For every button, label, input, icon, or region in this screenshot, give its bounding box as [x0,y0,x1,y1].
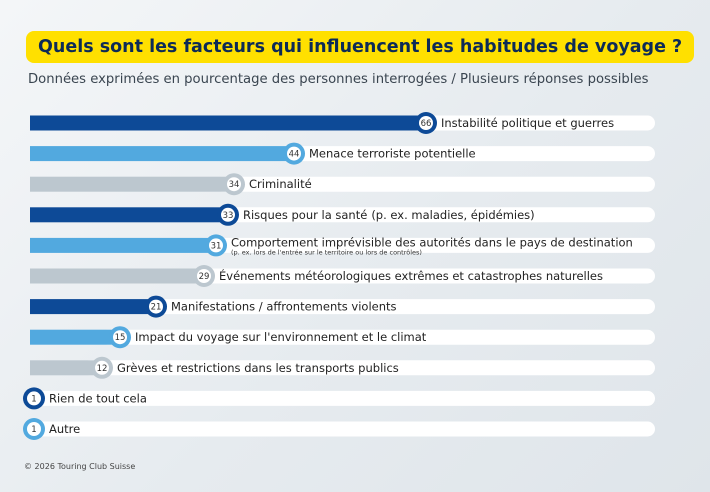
bar [30,329,120,345]
category-label: Rien de tout cela [49,391,147,405]
value-bubble [95,360,109,375]
category-label: Autre [49,422,80,436]
value-bubble [221,207,235,222]
bar [30,268,204,284]
value-bubble [149,299,163,314]
category-label: Manifestations / affrontements violents [171,300,397,314]
bar [30,207,228,223]
value-bubble [113,330,127,345]
bar-track [208,207,655,223]
data-label: 21 [151,303,162,313]
category-note: (p. ex. maladies, épidémies) [371,208,534,222]
bar-track [26,390,655,406]
bar-track [406,115,655,131]
bar [30,360,102,376]
bar [30,115,426,131]
value-bubble [27,391,41,406]
bar-track [26,421,655,437]
category-note: (p. ex. lors de l'entrée sur le territoi… [231,248,422,256]
value-bubble [419,116,433,130]
category-label: Criminalité [249,177,312,191]
value-bubble [197,269,211,283]
bar-track [184,268,655,284]
bar-track [136,299,655,315]
data-label: 29 [199,272,210,282]
category-label: Menace terroriste potentielle [309,147,476,161]
chart-title: Quels sont les facteurs qui influencent … [26,31,695,63]
data-label: 31 [211,241,222,251]
data-label: 12 [97,364,108,374]
data-label: 15 [115,333,126,343]
data-label: 44 [289,150,300,160]
category-label: Risques pour la santé (p. ex. maladies, é… [243,208,535,222]
copyright-notice: © 2026 Touring Club Suisse [24,462,136,471]
value-bubble [209,238,223,253]
data-label: 34 [229,180,240,190]
bar-track [100,329,655,345]
bar [30,237,216,253]
bar-track [82,360,655,376]
bar [30,176,234,192]
category-label: Instabilité politique et guerres [441,116,614,130]
category-label: Impact du voyage sur l'environnement et … [135,330,427,344]
bar [30,299,156,315]
value-bubble [287,146,301,161]
bar-track [274,146,655,162]
category-label: Événements météorologiques extrêmes et c… [219,268,603,283]
category-label: Grèves et restrictions dans les transpor… [117,361,399,375]
bar-track [214,176,655,192]
category-label: Comportement imprévisible des autorités … [231,235,633,249]
chart-subtitle: Données exprimées en pourcentage des per… [28,72,649,87]
horizontal-bar-chart: 66 Instabilité politique et guerres 44 Mena… [23,112,655,440]
data-label: 1 [31,425,36,435]
bar [30,146,294,162]
value-bubble [227,177,241,192]
value-bubble [27,422,41,436]
data-label: 1 [31,394,36,404]
data-label: 66 [421,119,432,129]
bar-track [196,237,655,253]
data-label: 33 [223,211,234,221]
